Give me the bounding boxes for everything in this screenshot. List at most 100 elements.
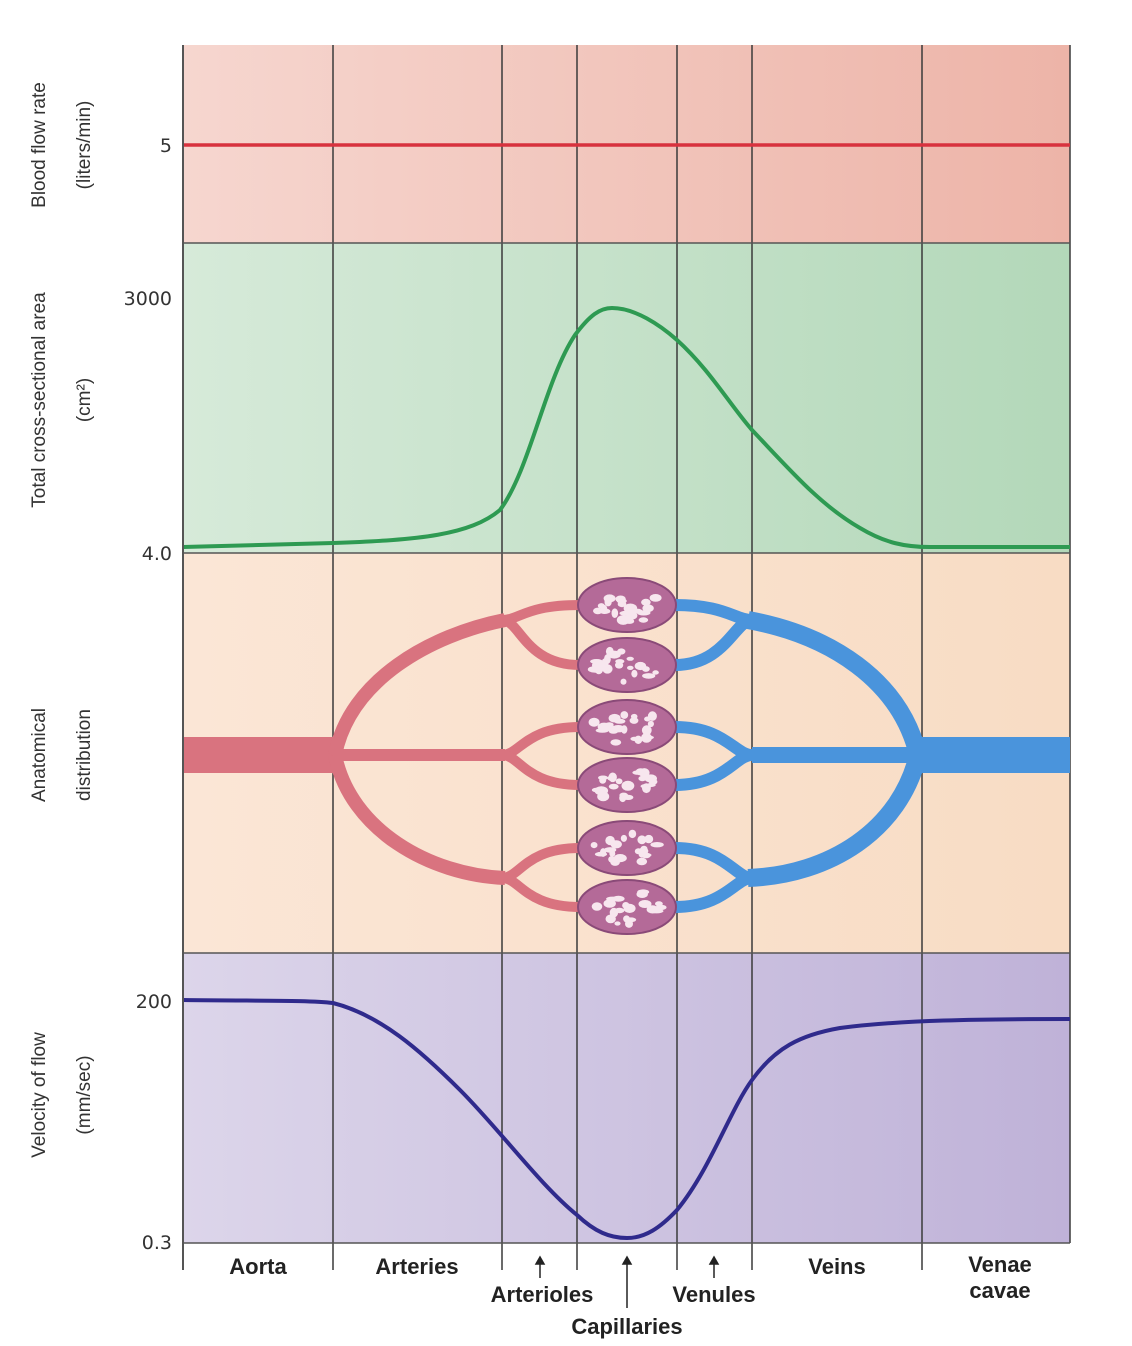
capillary-bed <box>577 699 677 755</box>
arrow-head-icon <box>534 1255 546 1265</box>
venule <box>674 749 753 791</box>
arteriole <box>500 615 581 670</box>
capillary-mesh-gap <box>592 660 605 670</box>
anatomy-label: Anatomical <box>29 708 50 802</box>
venule <box>674 614 754 671</box>
capillary-mesh-gap <box>639 852 652 858</box>
capillary-mesh-gap <box>616 615 630 625</box>
anatomy-label-2: distribution <box>74 709 95 801</box>
capillary-mesh-gap <box>588 717 600 727</box>
capillary-mesh-gap <box>603 899 616 908</box>
arrow-head-icon <box>708 1255 720 1265</box>
capillary-mesh-gap <box>642 673 656 679</box>
capillary-mesh-gap <box>608 783 619 790</box>
capillary-mesh-gap <box>605 835 615 846</box>
artery-branch <box>328 613 507 757</box>
pointer-arrows <box>534 1255 720 1308</box>
capillary-mesh-gap <box>642 666 650 672</box>
vena-cava-vessel <box>912 737 1070 773</box>
cross-section-curve <box>182 305 1070 549</box>
capillary-mesh-gap <box>626 611 638 620</box>
capillary-mesh-gap <box>650 842 664 848</box>
capillary-mesh-gap <box>603 594 616 603</box>
capillary-mesh-gap <box>614 921 621 926</box>
capillary-mesh-gap <box>630 713 638 720</box>
cross-section-unit: (cm²) <box>74 378 95 422</box>
capillary-mesh-gap <box>615 659 625 664</box>
capillary-mesh-gap <box>634 735 643 744</box>
label-venules: Venules <box>672 1282 755 1307</box>
cross-section-panel <box>183 243 1070 553</box>
velocity-tick-bottom: 0.3 <box>142 1232 172 1254</box>
capillary-mesh-gap <box>614 718 626 724</box>
venule <box>674 872 753 913</box>
capillary-mesh-gap <box>594 851 608 857</box>
velocity-tick-top: 200 <box>136 991 172 1013</box>
label-venae-cavae: Venae <box>968 1252 1032 1277</box>
capillary-mesh-gap <box>605 914 616 924</box>
capillary-bed <box>577 637 677 693</box>
capillary-mesh-gap <box>615 595 626 603</box>
capillary-mesh-gap <box>613 854 627 863</box>
label-venae-cavae-2: cavae <box>969 1278 1030 1303</box>
capillary-mesh-gap <box>639 768 650 778</box>
capillary-mesh-gap <box>641 598 651 606</box>
capillary-mesh-gap <box>641 725 652 736</box>
capillary-mesh-gap <box>593 607 603 615</box>
label-arteries: Arteries <box>375 1254 458 1279</box>
capillary-mesh-gap <box>636 890 648 898</box>
capillary-mesh-gap <box>629 717 639 724</box>
capillary-mesh-gap <box>640 784 652 789</box>
capillary-mesh-gap <box>617 601 627 608</box>
capillary-mesh-gap <box>590 842 598 849</box>
capillary-mesh-gap <box>638 617 649 623</box>
capillary-mesh-gap <box>594 786 609 796</box>
capillary-mesh-gap <box>595 728 609 733</box>
capillary-mesh-gap <box>615 778 623 785</box>
label-arterioles: Arterioles <box>491 1282 594 1307</box>
capillary-mesh-gap <box>611 608 619 618</box>
capillary-mesh-gap <box>620 834 628 842</box>
capillary-mesh-gap <box>608 772 617 783</box>
vein-branch <box>747 752 927 887</box>
capillary-mesh-gap <box>608 729 619 734</box>
capillary-mesh-gap <box>621 780 635 791</box>
capillary-mesh-gap <box>623 915 630 923</box>
label-aorta: Aorta <box>229 1254 287 1279</box>
capillary-mesh-gap <box>638 900 652 908</box>
capillary-mesh-gap <box>649 594 662 602</box>
capillary-mesh-gap <box>642 604 654 613</box>
capillary-mesh-gap <box>622 794 634 801</box>
capillary-mesh-gap <box>627 665 634 671</box>
capillary-mesh-gap <box>620 711 629 719</box>
capillary-mesh-gap <box>598 775 608 781</box>
label-veins: Veins <box>808 1254 865 1279</box>
capillary-mesh-gap <box>652 670 659 675</box>
flow-rate-label: Blood flow rate <box>29 82 50 208</box>
capillary-mesh-gap <box>607 650 621 659</box>
capillary-mesh-gap <box>610 739 622 746</box>
aorta-vessel <box>183 737 343 773</box>
capillary-mesh-gap <box>644 834 654 844</box>
capillary-mesh-gap <box>647 711 657 721</box>
capillary-mesh-gap <box>655 901 663 907</box>
arteriole <box>501 873 581 912</box>
arteriole <box>501 750 581 790</box>
capillary-mesh-gap <box>621 725 628 734</box>
anatomical-vessels <box>183 577 1070 935</box>
capillary-mesh-gap <box>637 835 647 845</box>
artery-branch <box>328 753 506 885</box>
section-dividers <box>182 45 1071 1270</box>
label-capillaries: Capillaries <box>571 1314 682 1339</box>
capillary-mesh-gap <box>591 902 603 911</box>
capillary-mesh-gap <box>608 856 615 863</box>
capillary-mesh-gap <box>636 857 648 866</box>
capillary-mesh-gap <box>624 903 633 910</box>
arrow-head-icon <box>621 1255 633 1265</box>
capillary-mesh-gap <box>647 720 655 728</box>
velocity-curve <box>182 998 1071 1241</box>
cross-section-label: Total cross-sectional area <box>29 292 50 508</box>
capillary-mesh-gap <box>620 678 627 685</box>
vein-branch <box>746 611 927 758</box>
